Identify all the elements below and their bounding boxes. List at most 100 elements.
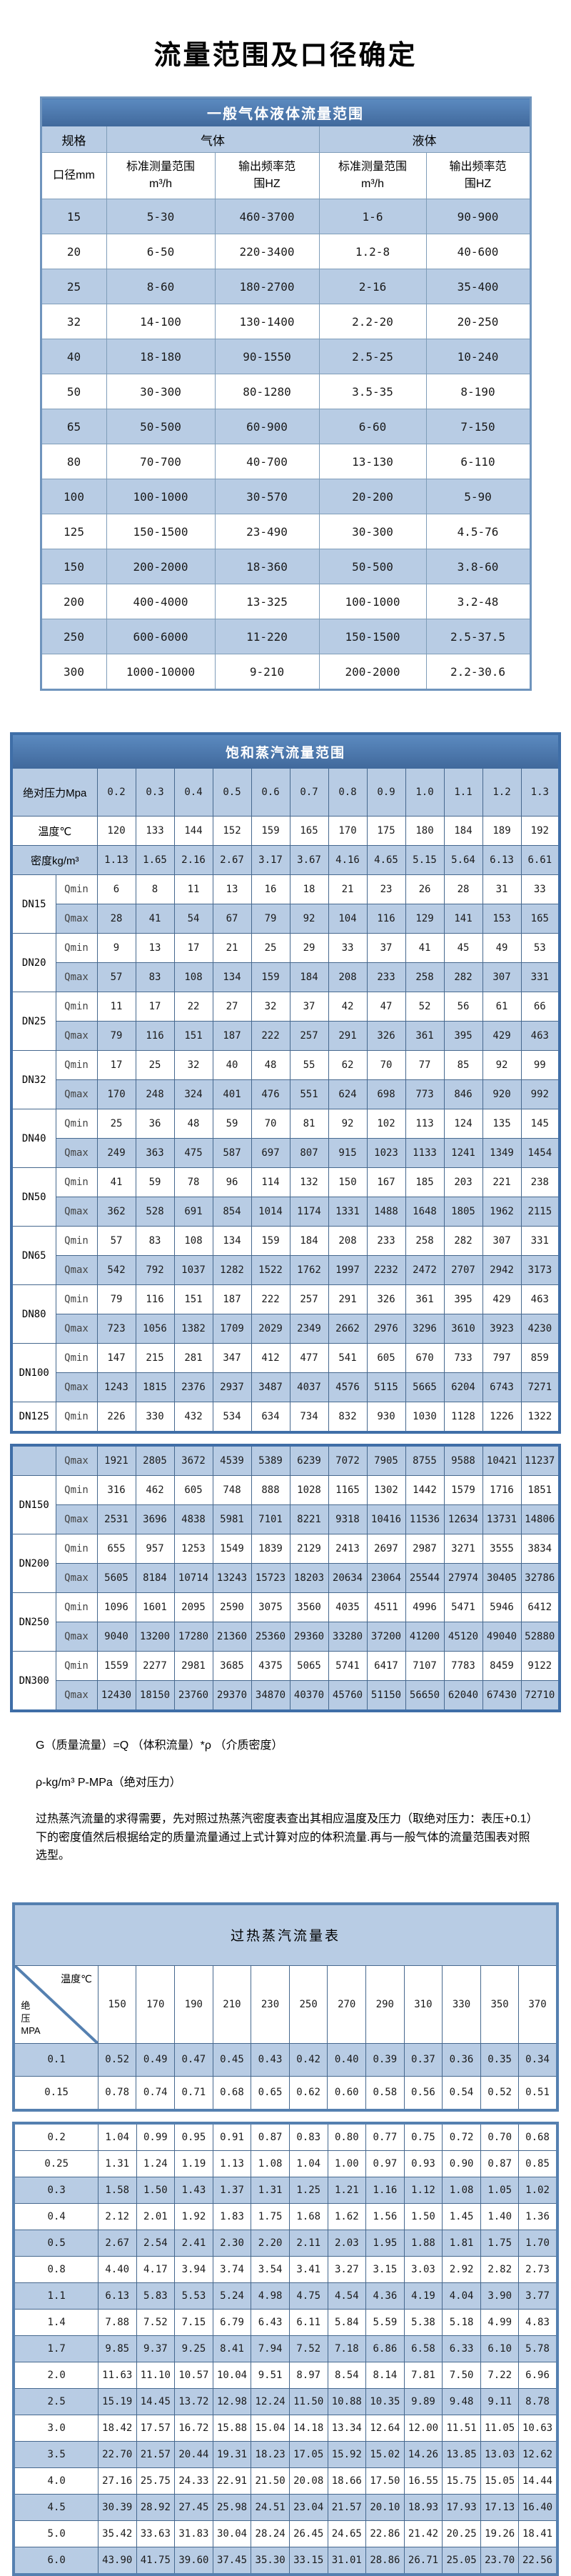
flow-value-cell: 12.64: [365, 2414, 405, 2442]
diameter-cell: 200: [40, 584, 107, 619]
pressure-flow-row: 4.0 27.16 25.75 24.33 22.91 21.50 20.08 18.66 17…: [13, 2467, 558, 2495]
pressure-label-cell: 0.1: [13, 2042, 98, 2077]
flow-value-cell: 0.62: [288, 2075, 328, 2111]
qmin-label-cell: Qmin: [55, 933, 98, 963]
flow-value-cell: 6.58: [403, 2335, 443, 2362]
flow-value-cell: 7.94: [251, 2335, 290, 2362]
qmin-value-cell: 11: [96, 992, 136, 1022]
value-cell: 165: [289, 816, 329, 846]
qmin-value-cell: 26: [405, 874, 445, 904]
gas-header: 气体: [106, 126, 320, 153]
qmin-value-cell: 412: [251, 1343, 290, 1373]
qmin-value-cell: 330: [135, 1402, 175, 1433]
flow-value-cell: 0.54: [442, 2075, 481, 2111]
flow-value-cell: 3.77: [518, 2282, 558, 2310]
flow-value-cell: 3.94: [174, 2255, 213, 2283]
qmin-value-cell: 83: [135, 1226, 175, 1256]
qmax-value-cell: 12430: [96, 1680, 136, 1712]
flow-value-cell: 8.41: [212, 2335, 252, 2362]
qmin-value-cell: 534: [212, 1402, 252, 1433]
qmin-value-cell: 307: [482, 1226, 522, 1256]
flow-value-cell: 7.18: [327, 2335, 367, 2362]
flow-value-cell: 0.49: [136, 2042, 176, 2077]
flow-value-cell: 10.35: [365, 2387, 405, 2415]
temperature-header-cell: 270: [327, 1965, 367, 2044]
liquid-range-cell: 100-1000: [318, 584, 427, 619]
qmin-value-cell: 25: [251, 933, 290, 963]
flow-value-cell: 14.45: [136, 2387, 176, 2415]
qmin-value-cell: 25: [96, 1109, 136, 1139]
flow-value-cell: 3.03: [403, 2255, 443, 2283]
qmin-row: DN50 Qmin 41 59 78 96 114 132 150 167 185 203 221 238: [11, 1167, 560, 1227]
flow-value-cell: 24.33: [174, 2467, 213, 2495]
qmin-value-cell: 1549: [212, 1534, 252, 1564]
qmax-row: Qmax 249 363 475 587 697 807 915 1023 1133 1241 134…: [11, 1138, 560, 1168]
temperature-header-cell: 290: [365, 1965, 405, 2044]
flow-value-cell: 0.52: [480, 2075, 520, 2111]
qmin-value-cell: 187: [212, 1284, 252, 1314]
diameter-cell: 50: [40, 374, 107, 409]
qmin-value-cell: 1165: [328, 1475, 368, 1505]
flow-value-cell: 1.92: [174, 2202, 213, 2230]
qmin-value-cell: 81: [289, 1109, 329, 1139]
flow-value-cell: 1.81: [442, 2229, 481, 2257]
pressure-label-cell: 3.5: [13, 2440, 98, 2468]
qmin-value-cell: 78: [173, 1167, 213, 1197]
pressure-flow-row: 2.0 11.63 11.10 10.57 10.04 9.51 8.97 8.54 8.14 7…: [13, 2361, 558, 2389]
flow-value-cell: 1.56: [365, 2202, 405, 2230]
qmax-label-cell: Qmax: [55, 1255, 98, 1285]
flow-value-cell: 25.05: [442, 2546, 481, 2575]
qmax-value-cell: 528: [135, 1197, 175, 1227]
flow-value-cell: 18.42: [97, 2414, 137, 2442]
qmin-value-cell: 31: [482, 874, 522, 904]
qmin-label-cell: Qmin: [55, 1226, 98, 1256]
flow-value-cell: 1.68: [288, 2202, 328, 2230]
value-cell: 170: [328, 816, 368, 846]
flow-value-cell: 43.90: [97, 2546, 137, 2575]
qmax-value-cell: 698: [366, 1079, 406, 1109]
value-cell: 4.65: [366, 845, 406, 875]
gas-freq-cell: 220-3400: [214, 234, 320, 269]
pressure-flow-row: 1.7 9.85 9.37 9.25 8.41 7.94 7.52 7.18 6.86 6.58 6…: [13, 2335, 558, 2362]
qmin-value-cell: 1322: [520, 1402, 560, 1433]
flow-value-cell: 2.73: [518, 2255, 558, 2283]
qmax-value-cell: 37200: [366, 1622, 406, 1652]
gas-freq-cell: 130-1400: [214, 304, 320, 339]
qmax-value-cell: 23760: [173, 1680, 213, 1712]
qmax-value-cell: 463: [520, 1021, 560, 1051]
qmin-value-cell: 113: [405, 1109, 445, 1139]
qmax-value-cell: 854: [212, 1197, 252, 1227]
diameter-cell: 250: [40, 619, 107, 654]
qmin-row: DN150 Qmin 316 462 605 748 888 1028 1165 1302 1442…: [11, 1475, 560, 1534]
value-cell: 0.8: [328, 768, 368, 817]
qmax-value-cell: 773: [405, 1079, 445, 1109]
qmax-value-cell: 29370: [212, 1680, 252, 1712]
pressure-label-cell: 0.5: [13, 2229, 98, 2257]
liquid-range-cell: 13-130: [318, 444, 427, 479]
temperature-header-cell: 150: [97, 1965, 137, 2044]
qmax-value-cell: 14806: [520, 1504, 560, 1534]
flow-value-cell: 28.86: [365, 2546, 405, 2575]
qmin-value-cell: 1559: [96, 1651, 136, 1681]
value-cell: 0.7: [289, 768, 329, 817]
flow-value-cell: 0.40: [327, 2042, 367, 2077]
flow-value-cell: 4.75: [288, 2282, 328, 2310]
gas-range-cell: 14-100: [106, 304, 216, 339]
qmax-value-cell: 1282: [212, 1255, 252, 1285]
qmin-value-cell: 33: [328, 933, 368, 963]
qmin-value-cell: 167: [366, 1167, 406, 1197]
general-flow-table-title: 一般气体液体流量范围: [40, 97, 531, 126]
flow-value-cell: 7.52: [136, 2308, 176, 2336]
qmin-label-cell: Qmin: [55, 1284, 98, 1314]
table-title-row: 饱和蒸汽流量范围: [11, 733, 560, 769]
temperature-header-cell: 230: [251, 1965, 290, 2044]
qmax-value-cell: 28: [96, 904, 136, 934]
qmax-value-cell: 165: [520, 904, 560, 934]
qmin-value-cell: 347: [212, 1343, 252, 1373]
flow-value-cell: 1.43: [174, 2176, 213, 2204]
flow-value-cell: 9.37: [136, 2335, 176, 2362]
qmax-value-cell: 57: [96, 962, 136, 992]
pressure-flow-row: 6.0 43.90 41.75 39.60 37.45 35.30 33.15 31.01 28…: [13, 2546, 558, 2575]
diameter-cell: 20: [40, 234, 107, 269]
